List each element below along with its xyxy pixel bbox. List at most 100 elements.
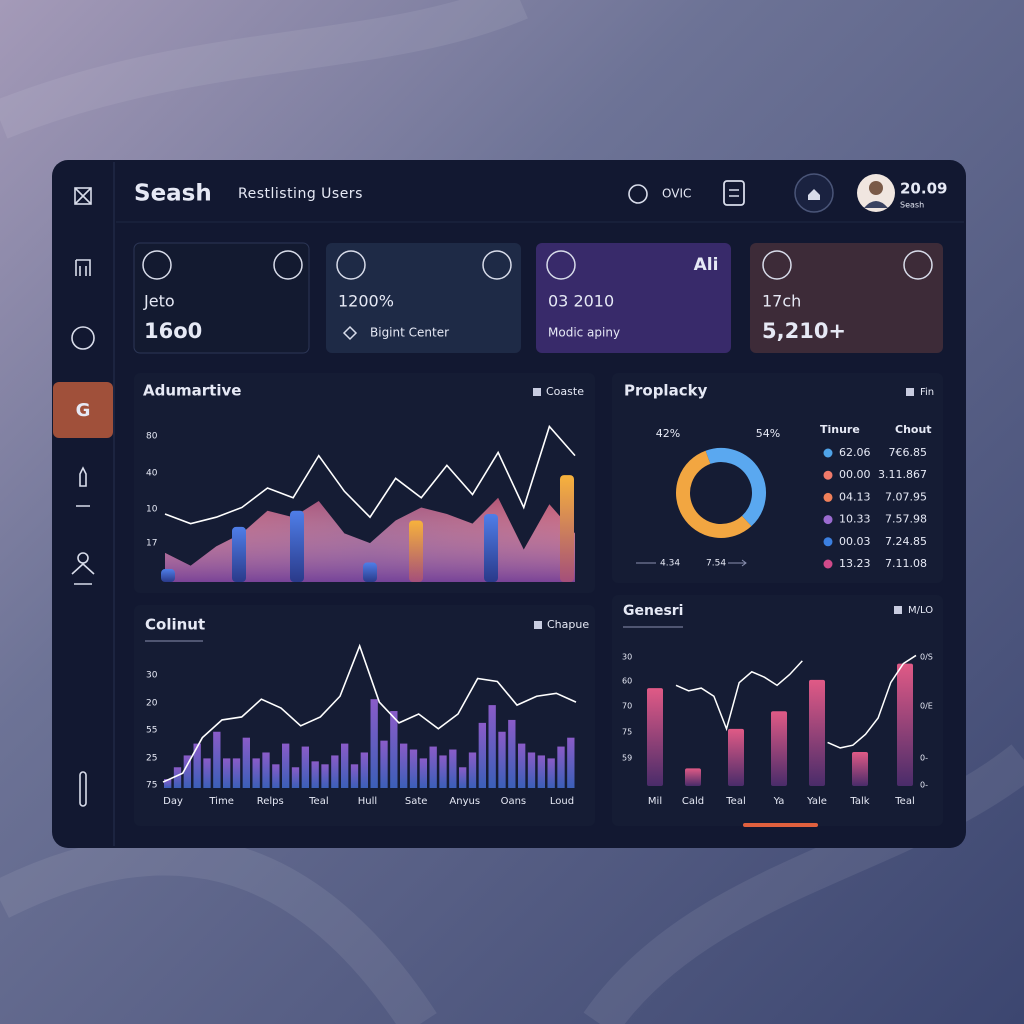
user-value: 20.09 (900, 180, 947, 198)
sidebar-active[interactable] (53, 382, 113, 438)
card[interactable] (326, 243, 521, 353)
bar (290, 510, 304, 582)
card-icon (482, 250, 512, 280)
sidebar-icons (71, 187, 95, 807)
icon-report[interactable] (75, 259, 91, 276)
bar (484, 513, 498, 582)
cell: 13.23 (839, 557, 871, 570)
panel-action[interactable]: Chapue (547, 618, 589, 631)
doc-button[interactable] (723, 180, 745, 206)
bar (331, 755, 339, 788)
panel-title: Genesri (623, 603, 683, 619)
y-tick-label: 30 (146, 671, 158, 681)
x-tick-label: Day (163, 796, 183, 807)
bar (242, 737, 250, 788)
card[interactable] (133, 242, 310, 354)
y-tick-label: 10 (146, 505, 158, 515)
bar (459, 767, 467, 788)
y-tick-label: 0/S (920, 653, 933, 662)
avatar-face (869, 181, 883, 195)
profile-icon (808, 189, 820, 200)
x-tick-label: Anyus (449, 796, 480, 807)
y-tick-label: 80 (146, 432, 158, 442)
card[interactable] (536, 243, 731, 353)
x-tick-label: Mil (648, 796, 662, 807)
x-tick-label: Hull (358, 796, 377, 807)
bar (363, 562, 377, 582)
bar (232, 526, 246, 582)
column-header: Tinure (820, 423, 860, 436)
bar (232, 758, 241, 788)
bar (164, 779, 172, 788)
bar (560, 475, 574, 582)
x-tick-label: Ya (773, 796, 785, 807)
cell: 7.24.85 (885, 535, 927, 548)
y-tick-label: 55 (146, 726, 157, 736)
icon-pen[interactable] (76, 466, 90, 507)
cell: 7€6.85 (889, 446, 928, 459)
y-tick-label: 40 (146, 469, 158, 479)
cell: 7.57.98 (885, 513, 927, 526)
cell: 62.06 (839, 446, 871, 459)
y-tick-label: 60 (622, 677, 632, 686)
icon-user-base (71, 562, 95, 585)
bar (400, 743, 408, 788)
icon-refresh[interactable] (71, 326, 95, 350)
panel (134, 605, 595, 826)
bar (518, 743, 526, 788)
card-badge: Ali (694, 255, 719, 275)
bar (161, 569, 175, 582)
bar (527, 752, 536, 788)
x-tick-label: Teal (308, 796, 328, 807)
header-action[interactable]: OVIC (662, 187, 691, 201)
bar (419, 758, 427, 788)
legend-dot (823, 448, 833, 458)
area-shade (165, 497, 575, 582)
card-icon (546, 250, 576, 280)
panel-action-icon (534, 621, 542, 629)
cell: 7.11.08 (885, 557, 927, 570)
panel-action-icon (533, 388, 541, 396)
bar (809, 679, 825, 786)
bar (897, 663, 913, 786)
y-tick-label: 0- (920, 754, 928, 763)
line (164, 424, 576, 525)
y-tick-label: 30 (622, 653, 632, 662)
bar (223, 758, 231, 788)
bar (488, 705, 496, 788)
card-sub-icon (342, 325, 358, 341)
panel-title: Adumartive (143, 382, 241, 400)
bar (380, 740, 388, 788)
x-tick-label: Oans (501, 796, 527, 807)
card-icon (142, 250, 172, 280)
icon-mail[interactable] (74, 187, 92, 205)
bar (429, 746, 437, 788)
panel-action-icon (906, 388, 914, 396)
legend-dot (823, 537, 833, 547)
panel-action[interactable]: Coaste (546, 385, 584, 398)
footer-value: 7.54 (706, 559, 726, 569)
card[interactable] (750, 243, 943, 353)
bar (301, 746, 309, 788)
donut-label: 42% (656, 427, 680, 440)
cell: 10.33 (839, 513, 871, 526)
x-tick-label: Teal (894, 796, 914, 807)
panel-action[interactable]: Fin (920, 387, 934, 398)
y-tick-label: 20 (146, 699, 158, 709)
donut-segment (705, 448, 766, 527)
bar (321, 764, 329, 788)
bar (350, 764, 359, 788)
icon-settings[interactable] (79, 771, 87, 807)
y-tick-label: 75 (622, 728, 632, 737)
y-tick-label: 0- (920, 781, 928, 790)
panel-action[interactable]: M/LO (908, 605, 933, 616)
bar (173, 767, 182, 788)
action-icon[interactable] (628, 184, 648, 204)
bar (213, 731, 221, 788)
cell: 7.07.95 (885, 490, 927, 503)
legend-dot (823, 515, 833, 525)
bar (468, 752, 477, 788)
bar (390, 711, 398, 788)
